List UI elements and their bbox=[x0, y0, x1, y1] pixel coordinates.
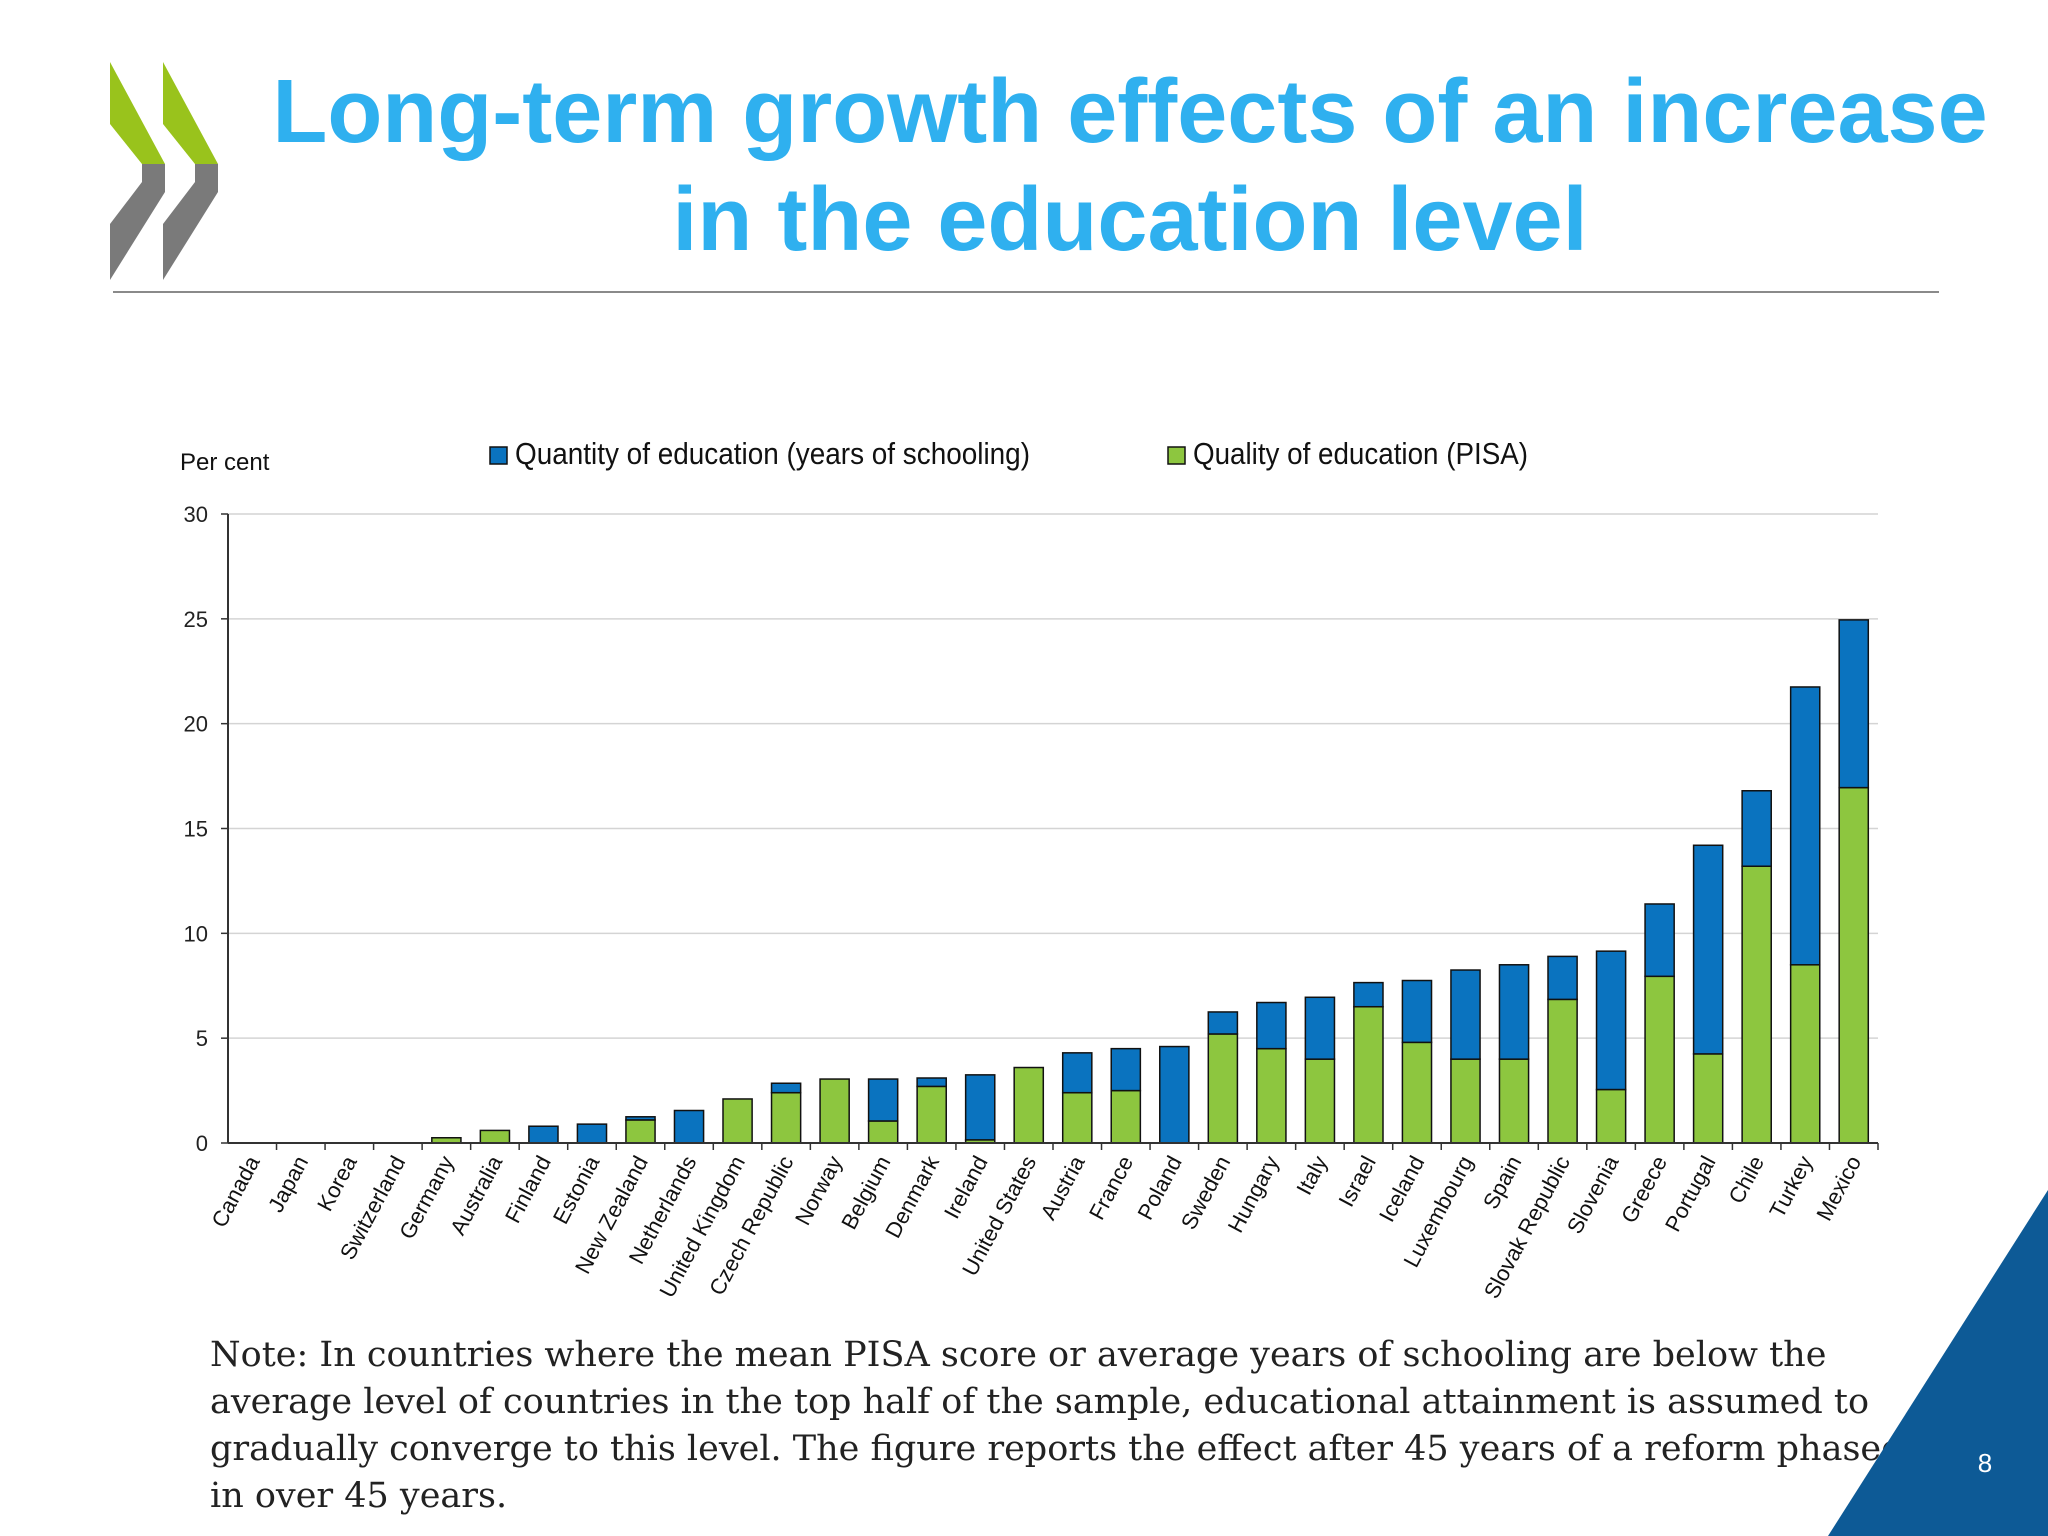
page-number: 8 bbox=[1977, 1448, 1993, 1478]
bar-quality bbox=[1110, 1089, 1142, 1144]
bar-quantity bbox=[1838, 619, 1870, 789]
y-tick-label: 20 bbox=[184, 712, 208, 737]
bar-quality bbox=[1789, 964, 1821, 1144]
bar-quantity bbox=[1110, 1047, 1142, 1092]
legend-swatch bbox=[489, 446, 508, 465]
bar-quantity bbox=[1256, 1001, 1287, 1050]
bar-quantity bbox=[625, 1116, 656, 1121]
bar-quality bbox=[1595, 1088, 1627, 1144]
bar-quality bbox=[1692, 1053, 1724, 1144]
title-divider bbox=[113, 291, 1939, 293]
bar-quantity bbox=[770, 1082, 802, 1094]
y-tick-label: 30 bbox=[184, 502, 208, 527]
bar-quality bbox=[1353, 1005, 1384, 1144]
bar-quantity bbox=[1692, 844, 1724, 1055]
bar-quality bbox=[1061, 1091, 1093, 1144]
y-tick-label: 5 bbox=[196, 1026, 208, 1051]
bar-quantity bbox=[1450, 969, 1481, 1060]
x-tick-label: Iceland bbox=[1374, 1152, 1429, 1226]
bar-quantity bbox=[1498, 964, 1530, 1060]
x-tick-label: Israel bbox=[1334, 1152, 1381, 1211]
bar-quality bbox=[1498, 1058, 1530, 1144]
y-axis-label: Per cent bbox=[180, 449, 270, 476]
x-tick-label: France bbox=[1084, 1152, 1138, 1224]
x-tick-label: Austria bbox=[1035, 1151, 1090, 1224]
bar-quality bbox=[625, 1119, 656, 1144]
bar-quantity bbox=[1644, 903, 1675, 978]
bar-quality bbox=[722, 1098, 753, 1144]
x-tick-label: Korea bbox=[312, 1151, 362, 1215]
bar-quality bbox=[916, 1085, 947, 1144]
bar-quantity bbox=[1789, 686, 1821, 966]
bar-quality bbox=[1256, 1047, 1287, 1144]
x-tick-label: Italy bbox=[1291, 1152, 1332, 1199]
bar-quality bbox=[479, 1129, 511, 1144]
bar-quality bbox=[1207, 1033, 1239, 1144]
logo-right-chevron-bottom bbox=[163, 164, 218, 280]
y-tick-label: 15 bbox=[184, 817, 208, 842]
bar-quantity bbox=[1304, 996, 1336, 1060]
bar-quantity bbox=[1741, 790, 1772, 867]
bar-quality bbox=[1741, 865, 1772, 1144]
bar-quality bbox=[1304, 1058, 1336, 1144]
bar-quantity bbox=[1353, 981, 1384, 1008]
bar-quantity bbox=[916, 1077, 947, 1088]
bar-quality bbox=[1547, 998, 1578, 1144]
bar-quantity bbox=[528, 1125, 559, 1144]
x-tick-label: Ireland bbox=[939, 1152, 993, 1223]
legend-swatch bbox=[1167, 446, 1186, 465]
bar-quality bbox=[1401, 1041, 1433, 1144]
legend-label: Quantity of education (years of schoolin… bbox=[515, 436, 1030, 471]
bar-quality bbox=[1450, 1058, 1481, 1144]
logo-right-chevron-top bbox=[163, 62, 218, 164]
bar-quantity bbox=[1401, 979, 1433, 1044]
bar-quantity bbox=[1547, 955, 1578, 1001]
bar-quantity bbox=[1207, 1011, 1239, 1035]
x-tick-label: Chile bbox=[1723, 1152, 1769, 1208]
bar-quantity bbox=[576, 1123, 608, 1144]
slide-title: Long-term growth effects of an increase … bbox=[272, 62, 1988, 270]
y-tick-label: 10 bbox=[184, 921, 208, 946]
y-tick-label: 25 bbox=[184, 607, 208, 632]
bar-quality bbox=[1838, 786, 1870, 1144]
bar-quality bbox=[770, 1091, 802, 1144]
logo-left-chevron-bottom bbox=[110, 164, 165, 280]
x-tick-label: Poland bbox=[1132, 1152, 1186, 1224]
x-tick-label: Japan bbox=[263, 1152, 313, 1217]
bar-quality bbox=[867, 1120, 899, 1144]
bar-quality bbox=[1013, 1066, 1045, 1144]
bar-quantity bbox=[1595, 950, 1627, 1091]
x-tick-label: Canada bbox=[206, 1151, 265, 1231]
bar-quantity bbox=[673, 1109, 705, 1144]
stacked-bar-chart: 0 5 10 15 20 25 30 Per cent Quantity of educatio… bbox=[180, 436, 1879, 1303]
bar-quantity bbox=[867, 1078, 899, 1122]
y-tick-label: 0 bbox=[196, 1131, 208, 1156]
bar-quantity bbox=[1159, 1045, 1190, 1144]
x-tick-label: Spain bbox=[1478, 1152, 1526, 1213]
bar-quantity bbox=[1061, 1052, 1093, 1094]
legend-label: Quality of education (PISA) bbox=[1193, 436, 1528, 471]
x-tick-label: Turkey bbox=[1764, 1152, 1817, 1222]
bar-quality bbox=[1644, 975, 1675, 1144]
logo-left-chevron-top bbox=[110, 62, 165, 164]
bar-quality bbox=[819, 1078, 850, 1144]
chart-note: Note: In countries where the mean PISA s… bbox=[210, 1335, 1904, 1516]
corner-decoration bbox=[1828, 1190, 2048, 1536]
bar-quantity bbox=[964, 1074, 996, 1141]
corner-triangle bbox=[1828, 1190, 2048, 1536]
oecd-chevron-logo bbox=[110, 62, 218, 280]
